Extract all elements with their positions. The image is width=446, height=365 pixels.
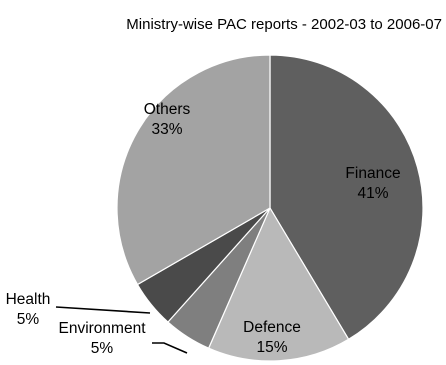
- pie-slice-finance: [269, 54, 424, 341]
- chart-title: Ministry-wise PAC reports - 2002-03 to 2…: [126, 16, 442, 33]
- slice-name-defence: Defence: [243, 319, 301, 336]
- slice-name-finance: Finance: [345, 165, 400, 182]
- slice-value-others: 33%: [151, 121, 182, 138]
- slice-name-environment: Environment: [58, 320, 146, 337]
- slice-name-health: Health: [6, 291, 51, 308]
- slice-label-environment: Environment 5%: [58, 320, 146, 357]
- slice-label-health: Health 5%: [6, 291, 51, 328]
- leader-line-health: [55, 306, 151, 314]
- pie-slice-others: [116, 54, 271, 286]
- slice-name-others: Others: [144, 101, 191, 118]
- leader-line-environment: [152, 342, 188, 354]
- leader-lines: [55, 306, 188, 354]
- slice-value-health: 5%: [17, 311, 40, 328]
- slice-value-finance: 41%: [357, 185, 388, 202]
- pie-slice-defence: [207, 206, 350, 362]
- slice-label-defence: Defence 15%: [243, 319, 301, 356]
- slice-value-environment: 5%: [91, 340, 114, 357]
- pie-slices: [116, 54, 424, 362]
- slice-label-finance: Finance 41%: [345, 165, 400, 202]
- slice-value-defence: 15%: [256, 339, 287, 356]
- slice-labels: Finance 41% Defence 15% Environment 5% Health 5…: [6, 101, 401, 357]
- slice-label-others: Others 33%: [144, 101, 191, 138]
